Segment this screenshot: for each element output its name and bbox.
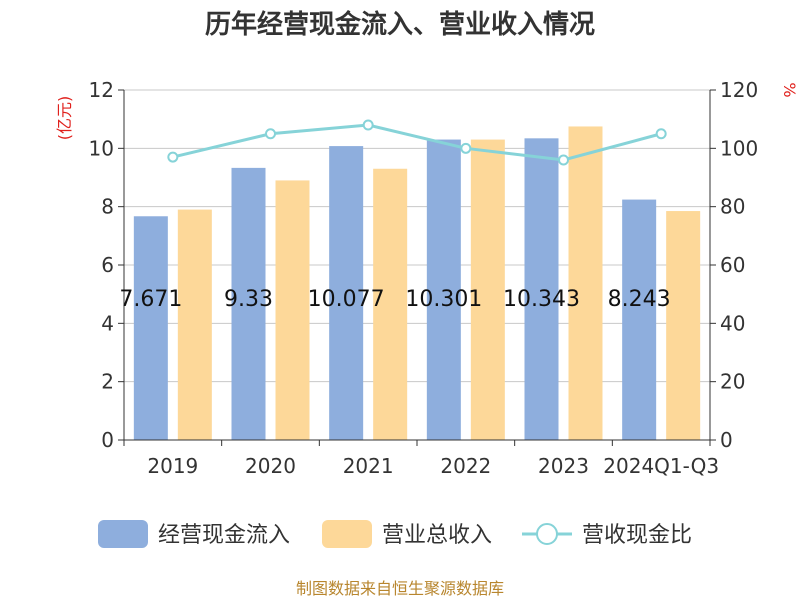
bar-data-label: 7.671 [119,287,182,312]
x-tick-label: 2024Q1-Q3 [603,454,719,478]
left-tick-label: 6 [101,253,114,277]
legend-label: 营业总收入 [382,523,492,548]
bar-revenue [275,180,310,440]
legend-swatch [98,520,148,548]
right-tick-label: 80 [720,195,745,219]
bar-data-label: 10.077 [308,287,385,312]
ratio-line [167,119,667,166]
bar-data-label: 10.343 [503,287,580,312]
bar-cash-inflow [426,139,461,440]
bar-revenue [666,211,701,440]
chart-title: 历年经营现金流入、营业收入情况 [205,9,595,40]
source-note: 制图数据来自恒生聚源数据库 [296,579,504,598]
x-tick-label: 2021 [343,454,394,478]
ratio-point [655,128,667,140]
right-tick-label: 20 [720,370,745,394]
bar-data-label: 9.33 [224,287,273,312]
bar-revenue [470,139,505,441]
ratio-point [460,142,472,154]
legend-swatch [322,520,372,548]
x-tick-label: 2023 [538,454,589,478]
legend: 经营现金流入 营业总收入 营收现金比 [98,520,692,548]
legend-marker [536,523,558,545]
left-tick-label: 8 [101,195,114,219]
x-tick-label: 2020 [245,454,296,478]
bar-revenue [373,168,408,440]
ratio-line-path [172,123,662,162]
left-tick-label: 2 [101,370,114,394]
ratio-point [558,154,569,166]
bar-data-label: 10.301 [405,287,482,312]
grid [124,89,710,383]
bar-cash-inflow [133,216,168,440]
bar-revenue [177,209,212,440]
left-tick-label: 12 [89,78,114,102]
x-tick-label: 2019 [147,454,198,478]
right-tick-label: 100 [720,136,758,160]
bars [133,126,701,441]
left-tick-label: 0 [101,428,114,452]
right-tick-label: 120 [720,78,758,102]
data-labels: 7.671 9.33 10.077 10.301 10.343 8.243 [119,287,670,312]
legend-label: 经营现金流入 [158,523,290,548]
bar-cash-inflow [329,146,364,440]
left-axis-unit: (亿元) [55,96,74,141]
bar-revenue [568,126,603,440]
ratio-point [362,119,374,131]
legend-label: 营收现金比 [582,523,692,548]
ratio-point [265,128,276,140]
bar-cash-inflow [622,199,657,440]
right-tick-label: 40 [720,311,745,335]
left-tick-label: 4 [101,311,114,335]
ratio-point [167,151,179,163]
bar-data-label: 8.243 [608,287,671,312]
bar-cash-inflow [524,138,559,440]
bar-cash-inflow [231,167,266,440]
right-tick-label: 60 [720,253,745,277]
x-tick-label: 2022 [440,454,491,478]
left-tick-label: 10 [89,136,114,160]
right-tick-label: 0 [720,428,733,452]
right-axis-unit: % [780,82,799,97]
